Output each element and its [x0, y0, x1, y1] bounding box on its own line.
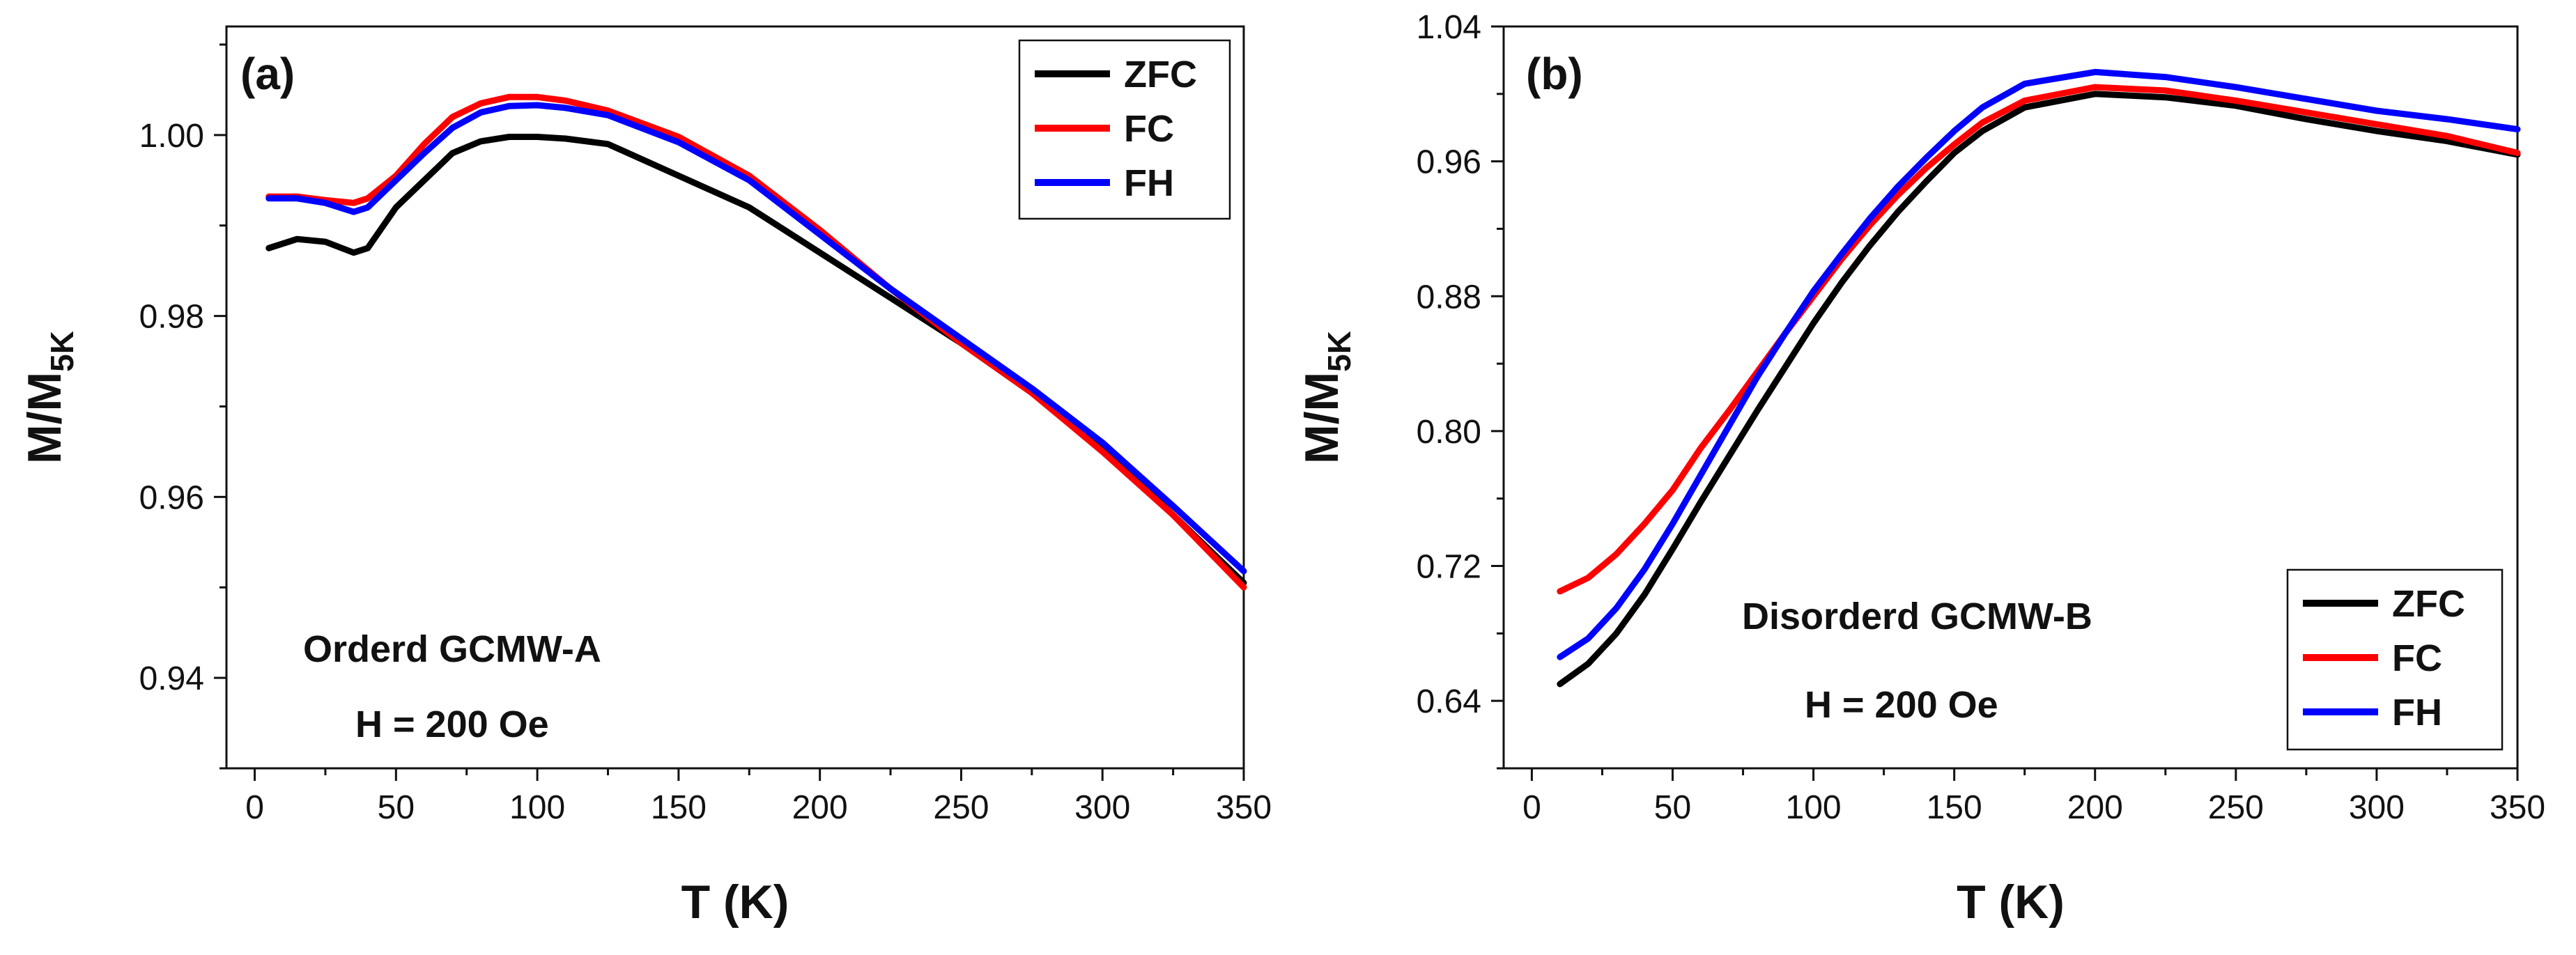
plot-frame-b: [1502, 25, 2519, 770]
gridless-plot-area-b: [1502, 25, 2519, 770]
y-tick-label-b-1: 0.72: [1417, 549, 1481, 586]
y-tick-label-a-0: 0.94: [139, 660, 204, 697]
series-line-zfc-b: [1557, 91, 2521, 688]
legend-label-fh-a: FH: [1124, 162, 1174, 204]
legend-label-fc-b: FC: [2392, 637, 2442, 679]
legend-label-fc-a: FC: [1124, 108, 1174, 150]
panel-label-a: (a): [240, 49, 295, 99]
x-tick-label-b-6: 300: [2349, 789, 2405, 826]
x-tick-label-b-0: 0: [1522, 789, 1541, 826]
x-tick-label-b-1: 50: [1654, 789, 1691, 826]
y-tick-label-b-5: 1.04: [1417, 9, 1481, 46]
axis-ticks-a: 0 50 100 150 200 250 300 350 0.94 0.96 0.98 1.00: [139, 43, 1272, 826]
x-tick-label-b-7: 350: [2490, 789, 2545, 826]
x-tick-label-b-5: 250: [2208, 789, 2264, 826]
series-line-fh-a: [265, 102, 1247, 575]
y-axis-title-subscript-b: 5K: [1321, 331, 1357, 372]
x-axis-title-a: T (K): [681, 876, 789, 929]
y-tick-label-b-3: 0.88: [1417, 279, 1481, 316]
legend-label-fh-b: FH: [2392, 692, 2442, 733]
x-tick-label-a-2: 100: [509, 789, 565, 826]
field-annotation-b: H = 200 Oe: [1805, 684, 1998, 726]
y-axis-title-main-b: M/M: [1295, 372, 1348, 464]
panel-b: 0 50 100 150 200 250 300 350 0.64 0.72 0.80 0.88 0.9…: [1295, 9, 2545, 929]
x-tick-label-a-0: 0: [245, 789, 264, 826]
y-tick-label-b-4: 0.96: [1417, 144, 1481, 181]
series-line-fh-b: [1557, 68, 2521, 660]
panel-a: 0 50 100 150 200 250 300 350 0.94 0.96 0.98 1.00 (a…: [18, 25, 1272, 929]
legend-label-zfc-a: ZFC: [1124, 54, 1197, 95]
sample-annotation-a: Orderd GCMW-A: [303, 628, 601, 670]
y-axis-title-b: M/M5K: [1295, 331, 1357, 464]
x-tick-label-a-7: 350: [1216, 789, 1272, 826]
y-tick-label-b-2: 0.80: [1417, 414, 1481, 451]
y-tick-label-a-3: 1.00: [139, 118, 204, 155]
y-tick-label-b-0: 0.64: [1417, 683, 1481, 720]
gridless-plot-area-a: [225, 25, 1245, 770]
series-group-a: [265, 93, 1247, 591]
x-tick-label-a-4: 200: [792, 789, 848, 826]
x-axis-title-b: T (K): [1957, 876, 2065, 929]
x-tick-label-a-6: 300: [1074, 789, 1130, 826]
x-tick-label-a-1: 50: [378, 789, 415, 826]
legend-b: ZFC FC FH: [2286, 568, 2504, 751]
x-tick-label-b-2: 100: [1786, 789, 1842, 826]
plot-frame-a: [225, 25, 1245, 770]
axis-ticks-b: 0 50 100 150 200 250 300 350 0.64 0.72 0.80 0.88 0.9…: [1417, 9, 2545, 826]
x-tick-label-a-3: 150: [651, 789, 707, 826]
y-tick-label-a-2: 0.98: [139, 299, 204, 336]
y-axis-title-a: M/M5K: [18, 331, 80, 464]
x-tick-label-b-3: 150: [1927, 789, 1982, 826]
y-axis-title-subscript-a: 5K: [44, 331, 80, 372]
series-line-fc-b: [1557, 84, 2521, 595]
x-tick-label-a-5: 250: [933, 789, 989, 826]
x-tick-label-b-4: 200: [2067, 789, 2123, 826]
field-annotation-a: H = 200 Oe: [355, 704, 549, 745]
legend-label-zfc-b: ZFC: [2392, 583, 2465, 625]
legend-a: ZFC FC FH: [1018, 39, 1231, 220]
sample-annotation-b: Disorderd GCMW-B: [1742, 596, 2092, 637]
y-tick-label-a-1: 0.96: [139, 479, 204, 516]
series-line-fc-a: [265, 93, 1247, 591]
series-group-b: [1557, 68, 2521, 688]
y-axis-title-main-a: M/M: [18, 372, 71, 464]
panel-label-b: (b): [1526, 49, 1583, 99]
